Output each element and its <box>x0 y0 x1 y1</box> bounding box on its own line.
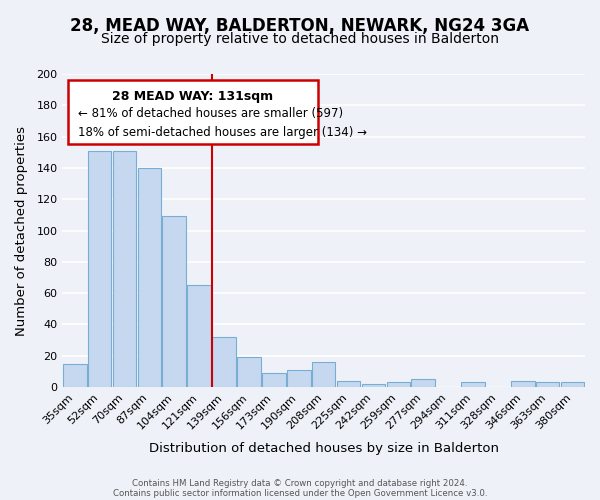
Y-axis label: Number of detached properties: Number of detached properties <box>15 126 28 336</box>
Bar <box>312 362 335 387</box>
Text: Contains public sector information licensed under the Open Government Licence v3: Contains public sector information licen… <box>113 488 487 498</box>
Bar <box>63 364 86 387</box>
Text: 28 MEAD WAY: 131sqm: 28 MEAD WAY: 131sqm <box>112 90 274 102</box>
Bar <box>461 382 485 387</box>
Bar <box>88 150 112 387</box>
Bar <box>237 358 261 387</box>
Bar <box>137 168 161 387</box>
Bar <box>536 382 559 387</box>
Bar <box>561 382 584 387</box>
Bar <box>362 384 385 387</box>
Bar <box>511 381 535 387</box>
Text: Size of property relative to detached houses in Balderton: Size of property relative to detached ho… <box>101 32 499 46</box>
Text: Contains HM Land Registry data © Crown copyright and database right 2024.: Contains HM Land Registry data © Crown c… <box>132 478 468 488</box>
Bar <box>287 370 311 387</box>
FancyBboxPatch shape <box>68 80 319 144</box>
Bar <box>212 337 236 387</box>
X-axis label: Distribution of detached houses by size in Balderton: Distribution of detached houses by size … <box>149 442 499 455</box>
Bar <box>337 381 361 387</box>
Bar <box>386 382 410 387</box>
Text: 18% of semi-detached houses are larger (134) →: 18% of semi-detached houses are larger (… <box>78 126 367 138</box>
Bar <box>187 286 211 387</box>
Bar <box>262 373 286 387</box>
Text: 28, MEAD WAY, BALDERTON, NEWARK, NG24 3GA: 28, MEAD WAY, BALDERTON, NEWARK, NG24 3G… <box>70 18 530 36</box>
Bar <box>113 150 136 387</box>
Bar <box>163 216 186 387</box>
Bar <box>412 379 435 387</box>
Text: ← 81% of detached houses are smaller (597): ← 81% of detached houses are smaller (59… <box>78 107 343 120</box>
